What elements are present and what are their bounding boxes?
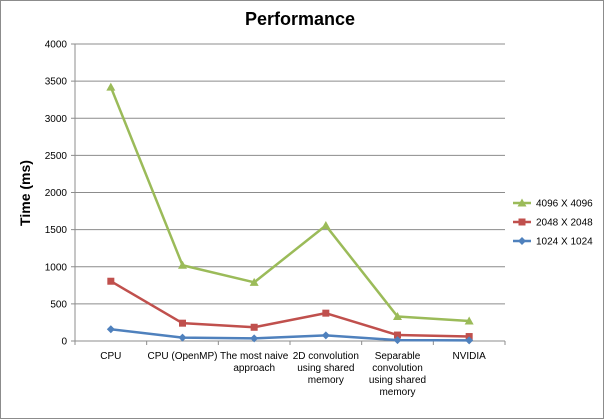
legend-item: 4096 X 4096 (513, 198, 593, 210)
data-point (178, 260, 187, 269)
data-point (322, 309, 330, 317)
legend-marker (518, 237, 526, 245)
legend-marker (518, 218, 526, 226)
series-0 (106, 82, 474, 325)
x-tick-label: using shared (297, 363, 354, 374)
y-tick-labels: 0 500 1000 1500 2000 2500 3000 3500 4000 (45, 40, 68, 348)
series-line (109, 86, 470, 323)
data-point (393, 311, 402, 320)
y-tick-label: 1500 (45, 225, 68, 236)
legend-label: 2048 X 2048 (536, 218, 593, 229)
data-point (393, 336, 402, 345)
x-tick-label: NVIDIA (452, 351, 486, 362)
data-point (106, 325, 115, 334)
x-tick-label: CPU (OpenMP) (147, 351, 217, 362)
gridlines (71, 43, 505, 342)
y-tick-label: 500 (50, 299, 67, 310)
x-tick-label: The most naive (220, 351, 289, 362)
legend-label: 4096 X 4096 (536, 199, 593, 210)
legend-item: 2048 X 2048 (513, 218, 593, 229)
x-tick-label: CPU (100, 351, 121, 362)
legend-marker (517, 198, 527, 207)
x-tick-label: 2D convolution (293, 351, 359, 362)
legend-label: 1024 X 1024 (536, 237, 593, 248)
data-point (321, 221, 331, 230)
y-tick-label: 3000 (45, 114, 68, 125)
y-tick-label: 1000 (45, 262, 68, 273)
data-point (178, 333, 187, 342)
y-tick-label: 4000 (45, 40, 68, 51)
data-point (465, 336, 474, 345)
data-point (464, 316, 474, 325)
x-tick-label: approach (233, 363, 275, 374)
y-tick-label: 3500 (45, 77, 68, 88)
series-1 (107, 277, 473, 341)
data-point (249, 277, 259, 286)
legend-item: 1024 X 1024 (513, 237, 593, 248)
series-2 (106, 325, 474, 345)
x-tick-label: memory (308, 375, 344, 386)
y-tick-label: 2500 (45, 151, 68, 162)
series-line (110, 328, 470, 342)
x-tick-label: convolution (372, 363, 423, 374)
y-tick-label: 2000 (45, 188, 68, 199)
x-tick-label: memory (379, 387, 415, 398)
x-tick-label: Separable (375, 351, 421, 362)
x-tick-label: using shared (369, 375, 426, 386)
axes (74, 44, 506, 345)
chart-title: Performance (245, 9, 355, 29)
data-point (106, 82, 116, 91)
y-axis-label: Time (ms) (17, 160, 33, 226)
data-point (394, 331, 401, 339)
data-point (250, 334, 259, 343)
series-line (110, 280, 470, 338)
series-lines (106, 82, 474, 345)
legend: 4096 X 4096 2048 X 2048 1024 X 1024 (513, 198, 593, 248)
y-tick-label: 0 (61, 337, 67, 348)
data-point (107, 277, 115, 285)
data-point (250, 323, 258, 331)
data-point (321, 331, 330, 340)
data-point (179, 319, 186, 327)
